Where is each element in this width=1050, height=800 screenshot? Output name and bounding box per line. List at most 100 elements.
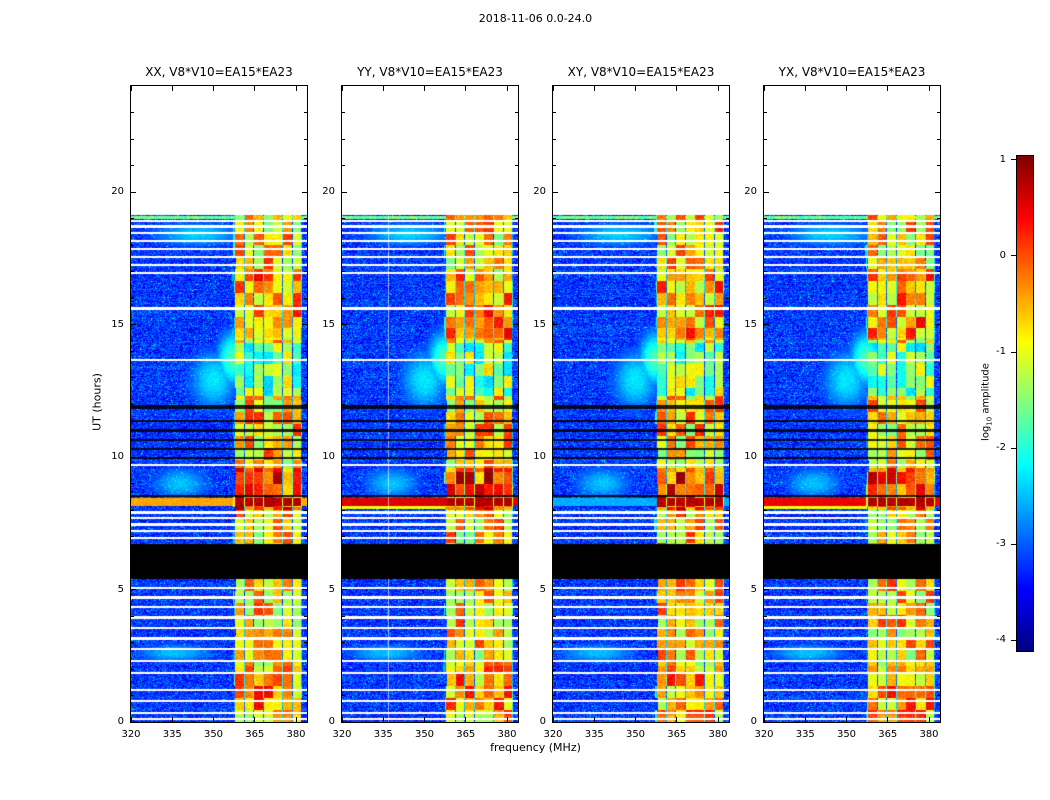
y-minor-tick-mark — [304, 509, 307, 511]
y-tick-label: 5 — [328, 583, 335, 595]
y-minor-tick-mark — [764, 562, 767, 564]
y-minor-tick-mark — [726, 668, 729, 670]
y-minor-tick-mark — [515, 138, 518, 140]
y-tick-label: 15 — [111, 318, 124, 330]
y-minor-tick-mark — [342, 668, 345, 670]
y-minor-tick-mark — [342, 218, 345, 219]
y-tick-label: 5 — [750, 583, 757, 595]
y-tick-mark — [553, 589, 558, 590]
y-minor-tick-mark — [937, 430, 940, 431]
y-minor-tick-mark — [342, 403, 345, 405]
spectrogram-image-xx — [131, 86, 307, 722]
y-minor-tick-mark — [726, 562, 729, 564]
x-tick-label: 350 — [414, 729, 435, 740]
y-minor-tick-mark — [304, 668, 307, 670]
x-tick-mark — [928, 86, 930, 91]
y-tick-mark — [342, 324, 347, 325]
y-minor-tick-mark — [304, 615, 307, 617]
y-tick-label: 20 — [111, 186, 124, 197]
y-minor-tick-mark — [304, 244, 307, 246]
y-minor-tick-mark — [764, 509, 767, 511]
x-tick-label: 365 — [667, 729, 687, 740]
x-tick-mark — [763, 86, 765, 91]
y-minor-tick-mark — [342, 377, 345, 378]
y-minor-tick-mark — [764, 695, 767, 696]
y-minor-tick-mark — [304, 695, 307, 696]
y-tick-mark — [342, 191, 347, 193]
y-minor-tick-mark — [553, 642, 556, 643]
y-minor-tick-mark — [937, 377, 940, 378]
y-tick-mark — [513, 456, 518, 458]
y-minor-tick-mark — [726, 297, 729, 299]
y-minor-tick-mark — [304, 403, 307, 405]
y-minor-tick-mark — [342, 350, 345, 352]
y-minor-tick-mark — [726, 218, 729, 219]
y-tick-label: 15 — [744, 318, 757, 330]
x-tick-mark — [465, 717, 467, 722]
x-tick-mark — [295, 86, 297, 91]
x-tick-mark — [846, 717, 847, 722]
y-minor-tick-mark — [304, 536, 307, 537]
y-minor-tick-mark — [764, 218, 767, 219]
y-minor-tick-mark — [304, 165, 307, 166]
colorbar — [1016, 155, 1034, 652]
y-tick-mark — [553, 324, 558, 325]
y-minor-tick-mark — [553, 430, 556, 431]
y-minor-tick-mark — [553, 138, 556, 140]
y-tick-label: 20 — [744, 186, 757, 197]
spectrogram-panel-xy: XY, V8*V10=EA15*EA23 320 335 350 365 380 0 5 10… — [533, 65, 730, 740]
y-minor-tick-mark — [515, 430, 518, 431]
y-minor-tick-mark — [726, 483, 729, 484]
y-minor-tick-mark — [553, 165, 556, 166]
y-minor-tick-mark — [304, 297, 307, 299]
x-tick-label: 365 — [245, 729, 265, 740]
y-minor-tick-mark — [764, 165, 767, 166]
x-tick-mark — [254, 86, 256, 91]
x-tick-mark — [424, 717, 425, 722]
y-minor-tick-mark — [515, 695, 518, 696]
y-minor-tick-mark — [515, 165, 518, 166]
x-tick-mark — [382, 86, 384, 91]
y-tick-mark — [724, 721, 729, 723]
x-tick-mark — [804, 86, 806, 91]
y-minor-tick-mark — [726, 244, 729, 246]
y-minor-tick-mark — [553, 509, 556, 511]
y-minor-tick-mark — [937, 218, 940, 219]
y-minor-tick-mark — [553, 615, 556, 617]
y-minor-tick-mark — [304, 350, 307, 352]
y-minor-tick-mark — [937, 642, 940, 643]
x-tick-label: 320 — [754, 729, 774, 740]
y-minor-tick-mark — [131, 615, 134, 617]
x-tick-label: 350 — [836, 729, 857, 740]
x-tick-mark — [295, 717, 297, 722]
y-tick-label: 20 — [533, 186, 546, 197]
y-minor-tick-mark — [553, 403, 556, 405]
y-minor-tick-mark — [937, 695, 940, 696]
y-minor-tick-mark — [131, 403, 134, 405]
y-minor-tick-mark — [342, 509, 345, 511]
colorbar-tick-mark — [1011, 351, 1016, 353]
y-minor-tick-mark — [131, 668, 134, 670]
y-minor-tick-mark — [553, 562, 556, 564]
y-minor-tick-mark — [553, 377, 556, 378]
y-minor-tick-mark — [937, 271, 940, 272]
colorbar-tick-mark — [1011, 447, 1016, 449]
y-minor-tick-mark — [764, 138, 767, 140]
y-tick-mark — [935, 191, 940, 193]
y-tick-mark — [764, 324, 769, 325]
x-tick-mark — [130, 86, 132, 91]
x-tick-label: 365 — [878, 729, 898, 740]
panel-title-xy: XY, V8*V10=EA15*EA23 — [567, 65, 715, 79]
spectrogram-panel-yx: YX, V8*V10=EA15*EA23 320 335 350 365 380 0 5 10… — [744, 65, 941, 740]
y-minor-tick-mark — [304, 483, 307, 484]
y-minor-tick-mark — [342, 483, 345, 484]
x-tick-label: 320 — [121, 729, 141, 740]
y-minor-tick-mark — [515, 483, 518, 484]
y-tick-mark — [302, 721, 307, 723]
y-minor-tick-mark — [764, 483, 767, 484]
y-minor-tick-mark — [304, 430, 307, 431]
x-tick-mark — [424, 86, 425, 91]
y-minor-tick-mark — [131, 297, 134, 299]
colorbar-tick-label: 0 — [999, 249, 1006, 261]
